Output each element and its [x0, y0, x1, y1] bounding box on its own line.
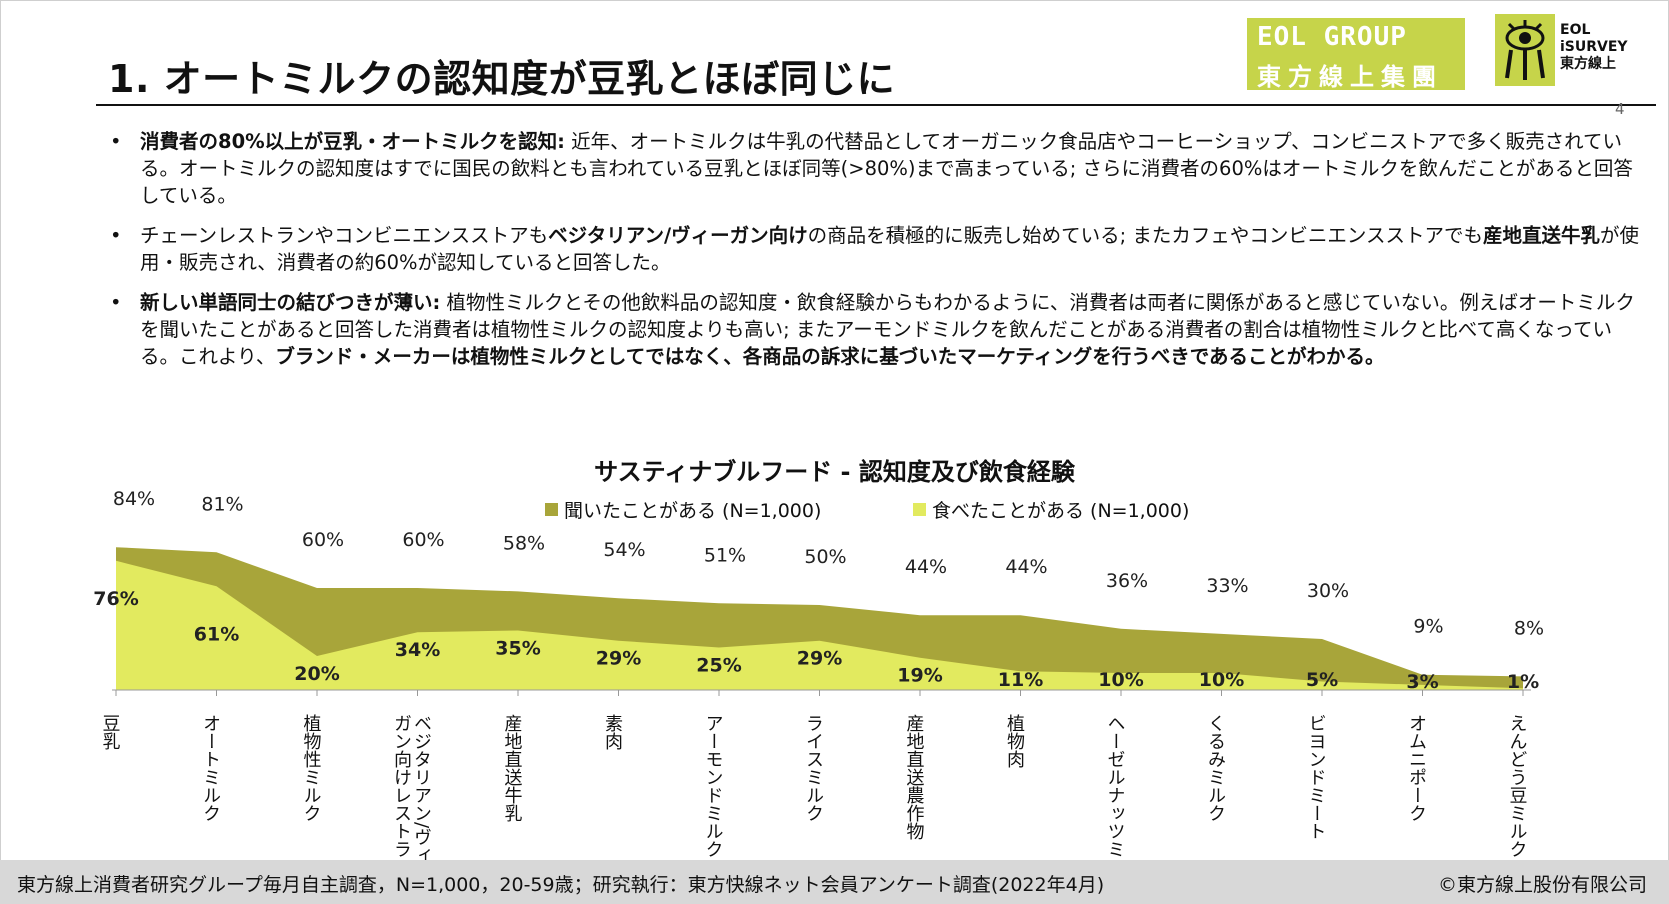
page-number: 4 [1615, 100, 1625, 118]
footer-copyright: ©東方線上股份有限公司 [1437, 874, 1647, 896]
x-tick-label: 素肉 [602, 714, 623, 750]
legend-label-heard: 聞いたことがある (N=1,000) [564, 500, 822, 522]
legend-item-heard: 聞いたことがある (N=1,000) [545, 496, 821, 523]
data-label-heard: 81% [201, 493, 243, 515]
x-tick-label: ベジタリアン/ヴィー [411, 714, 432, 860]
isurvey-logo-line3: 東方線上 [1560, 56, 1616, 72]
bullet-text: が使用・販売され、消費者の約60%が認知していると回答した。 [140, 224, 1640, 274]
bullet-text: ベジタリアン/ヴィーガン向け [548, 224, 808, 247]
data-label-heard: 36% [1106, 570, 1148, 592]
x-tick-label: オムニポーク [1406, 714, 1427, 822]
data-label-heard: 33% [1206, 575, 1248, 597]
bullet-dot: • [110, 224, 122, 247]
data-label-heard: 51% [704, 544, 746, 566]
bullet-item: • チェーンレストランやコンビニエンスストアもベジタリアン/ヴィーガン向けの商品… [110, 222, 1640, 276]
isurvey-logo-line2: iSURVEY [1560, 39, 1628, 55]
data-label-eaten: 10% [1098, 669, 1143, 691]
x-tick-label: アーモンドミルク [703, 714, 724, 858]
data-label-heard: 50% [804, 546, 846, 568]
eol-group-logo: EOL GROUP 東方線上集團 [1247, 18, 1465, 91]
legend-swatch-eaten [913, 503, 926, 516]
eye-icon [1505, 20, 1545, 80]
data-label-eaten: 61% [194, 623, 239, 645]
x-tick-label: ビヨンドミート [1306, 714, 1327, 840]
bullet-list: • 消費者の80%以上が豆乳・オートミルクを認知: 近年、オートミルクは牛乳の代… [110, 128, 1640, 383]
x-tick-label: ガン向けレストラン [391, 714, 412, 860]
chart-title: サスティナブルフード - 認知度及び飲食経験 [594, 458, 1075, 486]
legend-item-eaten: 食べたことがある (N=1,000) [913, 496, 1189, 523]
data-label-eaten: 34% [395, 639, 440, 661]
x-tick-label: ヘーゼルナッツミルク [1105, 714, 1126, 860]
bullet-dot: • [110, 291, 122, 314]
data-label-heard: 30% [1307, 580, 1349, 602]
data-label-eaten: 29% [797, 648, 842, 670]
footer-bar: 東方線上消費者研究グループ毎月自主調査，N=1,000，20-59歳；研究執行：… [0, 860, 1669, 904]
data-label-heard: 54% [603, 539, 645, 561]
bullet-text: 植物性ミルクとその他飲料品の認知度・飲食経験からもわかるように、消費者は両者に関… [140, 291, 1635, 368]
data-label-eaten: 10% [1199, 669, 1244, 691]
x-tick-label: オートミルク [200, 714, 221, 822]
bullet-dot: • [110, 130, 122, 153]
data-label-heard: 60% [402, 529, 444, 551]
data-label-eaten: 1% [1507, 671, 1539, 693]
data-label-heard: 58% [503, 532, 545, 554]
x-tick-label: 植物性ミルク [301, 714, 322, 822]
page-title: 1. オートミルクの認知度が豆乳とほぼ同じに [108, 57, 896, 101]
x-tick-label: ライスミルク [803, 714, 824, 822]
data-label-heard: 44% [1005, 556, 1047, 578]
bullet-item: • 新しい単語同士の結びつきが薄い: 植物性ミルクとその他飲料品の認知度・飲食経… [110, 289, 1640, 370]
data-label-heard: 8% [1514, 617, 1544, 639]
x-tick-label: 豆乳 [100, 714, 121, 750]
bullet-item: • 消費者の80%以上が豆乳・オートミルクを認知: 近年、オートミルクは牛乳の代… [110, 128, 1640, 209]
x-tick-label: 産地直送農作物 [904, 714, 925, 840]
data-label-heard: 60% [302, 529, 344, 551]
data-label-heard: 44% [905, 556, 947, 578]
x-tick-label: えんどう豆ミルク [1507, 714, 1528, 858]
legend-swatch-heard [545, 503, 558, 516]
series-area-eaten [116, 560, 1523, 690]
bullet-text: 近年、オートミルクは牛乳の代替品としてオーガニック食品店やコーヒーショップ、コン… [140, 130, 1633, 207]
x-tick-label: 産地直送牛乳 [502, 714, 523, 822]
data-label-eaten: 19% [897, 665, 942, 687]
data-label-eaten: 25% [696, 655, 741, 677]
data-label-heard: 9% [1413, 616, 1443, 638]
bullet-text: 消費者の80%以上が豆乳・オートミルクを認知: [140, 130, 565, 153]
isurvey-logo-line1: EOL [1560, 22, 1591, 38]
data-label-eaten: 11% [998, 669, 1043, 691]
data-label-eaten: 3% [1406, 671, 1438, 693]
eol-group-logo-zh: 東方線上集團 [1257, 63, 1443, 91]
isurvey-logo-text: EOL iSURVEY 東方線上 [1560, 22, 1628, 73]
bullet-text: ブランド・メーカーは植物性ミルクとしてではなく、各商品の訴求に基づいたマーケティ… [275, 345, 1385, 368]
data-label-eaten: 20% [294, 663, 339, 685]
x-tick-label: くるみミルク [1205, 714, 1226, 822]
bullet-text: 新しい単語同士の結びつきが薄い: [140, 291, 441, 314]
footer-source: 東方線上消費者研究グループ毎月自主調査，N=1,000，20-59歳；研究執行：… [17, 874, 1105, 896]
bullet-text: チェーンレストランやコンビニエンスストアも [140, 224, 549, 247]
bullet-text: 産地直送牛乳 [1482, 224, 1600, 247]
area-chart: 84% 76% 豆乳 81% 61% オートミルク 60% 20% 植物性ミルク 60% 34% ベジ… [93, 488, 1544, 860]
eol-group-logo-en: EOL GROUP [1257, 22, 1407, 52]
legend-label-eaten: 食べたことがある (N=1,000) [932, 500, 1190, 522]
data-label-eaten: 29% [596, 648, 641, 670]
data-label-eaten: 76% [93, 588, 138, 610]
data-label-eaten: 35% [495, 638, 540, 660]
isurvey-logo-mark [1495, 14, 1555, 86]
data-label-heard: 84% [113, 488, 155, 510]
bullet-text: の商品を積極的に販売し始めている; またカフェやコンビニエンスストアでも [807, 224, 1483, 247]
title-divider [96, 104, 1656, 106]
x-tick-label: 植物肉 [1004, 714, 1025, 768]
data-label-eaten: 5% [1306, 669, 1338, 691]
